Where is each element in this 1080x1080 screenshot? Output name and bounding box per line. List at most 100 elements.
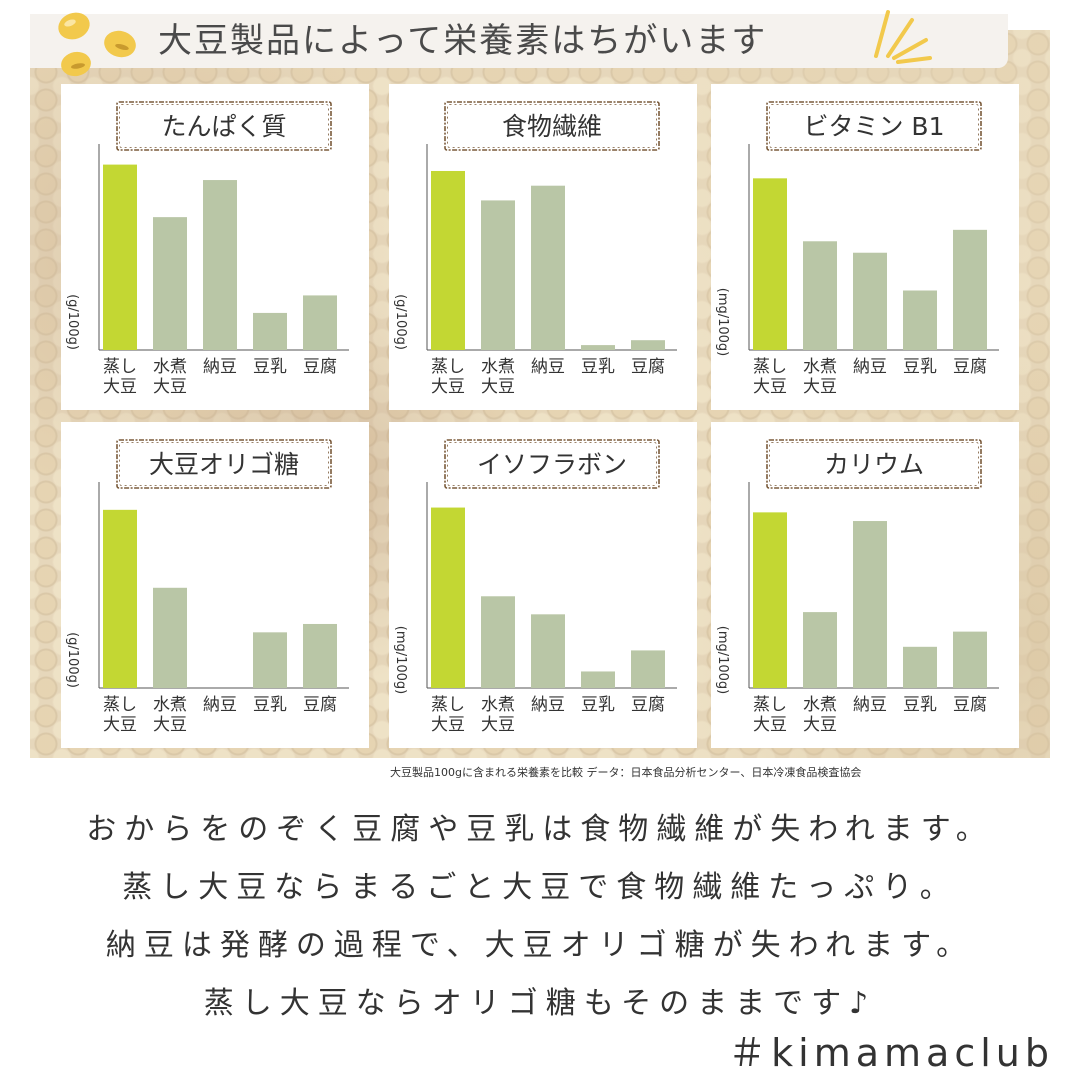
page-title: 大豆製品によって栄養素はちがいます (158, 21, 768, 61)
x-tick-label: 大豆 (803, 715, 837, 735)
x-tick-label: 納豆 (531, 695, 565, 715)
x-tick-label: 豆腐 (631, 695, 665, 715)
chart-panel-vitamin-b1: ビタミン B1 (mg/100g) 蒸し 大豆 水煮 大豆 納豆 豆乳 豆腐 (711, 84, 1019, 410)
x-tick-label: 豆乳 (903, 357, 937, 377)
x-tick-label: 蒸し (753, 695, 787, 715)
chart-title-frame (766, 439, 982, 489)
chart-panel-oligosaccharide: 大豆オリゴ糖 (g/100g) 蒸し 大豆 水煮 大豆 納豆 豆乳 豆腐 (61, 422, 369, 748)
y-axis-label: (mg/100g) (715, 626, 730, 695)
bar (303, 295, 337, 350)
body-line-1: おからをのぞく豆腐や豆乳は食物繊維が失われます。 (86, 812, 994, 847)
bar (431, 507, 465, 688)
body-line-3: 納豆は発酵の過程で、大豆オリゴ糖が失われます。 (105, 928, 975, 963)
x-tick-label: 蒸し (431, 357, 465, 377)
chart-title: 大豆オリゴ糖 (149, 450, 299, 479)
chart-title-frame (116, 101, 332, 151)
x-tick-label: 大豆 (153, 715, 187, 735)
body-line-4: 蒸し大豆ならオリゴ糖もそのままです♪ (203, 986, 877, 1021)
chart-title: たんぱく質 (161, 112, 286, 141)
x-tick-label: 豆腐 (631, 357, 665, 377)
chart-title: 食物繊維 (502, 112, 602, 141)
chart-title: イソフラボン (477, 450, 627, 479)
chart-panel-potassium: カリウム (mg/100g) 蒸し 大豆 水煮 大豆 納豆 豆乳 豆腐 (711, 422, 1019, 748)
x-tick-label: 豆腐 (303, 357, 337, 377)
y-axis-label: (g/100g) (65, 294, 80, 350)
x-tick-label: 水煮 (153, 695, 187, 715)
bar (581, 671, 615, 688)
bar (753, 512, 787, 688)
x-tick-label: 大豆 (153, 377, 187, 397)
x-tick-label: 納豆 (203, 695, 237, 715)
x-tick-label: 大豆 (103, 715, 137, 735)
chart-title: ビタミン B1 (803, 112, 944, 141)
bar (631, 340, 665, 350)
body-line-2: 蒸し大豆ならまるごと大豆で食物繊維たっぷり。 (122, 870, 958, 905)
x-tick-label: 豆乳 (581, 695, 615, 715)
bar (531, 614, 565, 688)
bar (753, 178, 787, 350)
bar (953, 229, 987, 350)
bar (803, 241, 837, 350)
x-tick-label: 豆乳 (253, 357, 287, 377)
x-tick-label: 豆乳 (581, 357, 615, 377)
bar (203, 180, 237, 350)
bar (903, 646, 937, 688)
x-tick-label: 大豆 (481, 377, 515, 397)
bar (253, 632, 287, 688)
bar (631, 650, 665, 688)
chart-title-frame (766, 101, 982, 151)
chart-title-frame (444, 101, 660, 151)
bar (303, 623, 337, 688)
soybeans-icon (58, 12, 136, 77)
hashtag: ＃kimamaclub (728, 1031, 1054, 1075)
x-tick-label: 蒸し (431, 695, 465, 715)
x-tick-label: 豆乳 (253, 695, 287, 715)
bar (903, 290, 937, 350)
x-tick-label: 豆腐 (303, 695, 337, 715)
y-axis-label: (mg/100g) (393, 626, 408, 695)
x-tick-label: 納豆 (853, 357, 887, 377)
x-tick-label: 納豆 (853, 695, 887, 715)
y-axis-label: (g/100g) (65, 632, 80, 688)
title-band (30, 14, 1008, 68)
y-axis-label: (g/100g) (393, 294, 408, 350)
chart-title-frame (444, 439, 660, 489)
bar (953, 631, 987, 688)
bar (103, 509, 137, 688)
x-tick-label: 大豆 (431, 715, 465, 735)
bar (253, 312, 287, 350)
x-tick-label: 水煮 (481, 357, 515, 377)
y-axis-label: (mg/100g) (715, 288, 730, 357)
x-tick-label: 大豆 (481, 715, 515, 735)
x-tick-label: 豆腐 (953, 357, 987, 377)
chart-panel-isoflavone: イソフラボン (mg/100g) 蒸し 大豆 水煮 大豆 納豆 豆乳 豆腐 (389, 422, 697, 748)
x-tick-label: 大豆 (803, 377, 837, 397)
bar (853, 521, 887, 688)
x-tick-label: 大豆 (431, 377, 465, 397)
chart-panel-fiber: 食物繊維 (g/100g) 蒸し 大豆 水煮 大豆 納豆 豆乳 豆腐 (389, 84, 697, 410)
bar (153, 217, 187, 350)
sparkle-icon (874, 10, 932, 64)
chart-title: カリウム (824, 450, 924, 479)
bar (531, 185, 565, 350)
x-tick-label: 水煮 (803, 357, 837, 377)
x-tick-label: 蒸し (103, 357, 137, 377)
x-tick-label: 納豆 (531, 357, 565, 377)
x-tick-label: 蒸し (103, 695, 137, 715)
x-tick-label: 大豆 (753, 377, 787, 397)
x-tick-label: 蒸し (753, 357, 787, 377)
x-tick-label: 納豆 (203, 357, 237, 377)
x-tick-label: 水煮 (153, 357, 187, 377)
x-tick-label: 大豆 (103, 377, 137, 397)
bar (153, 587, 187, 688)
chart-title-frame (116, 439, 332, 489)
bar (581, 345, 615, 350)
x-tick-label: 豆腐 (953, 695, 987, 715)
chart-panel-protein: たんぱく質 (g/100g) 蒸し 大豆 水煮 大豆 納豆 豆乳 豆腐 (61, 84, 369, 410)
x-tick-label: 水煮 (481, 695, 515, 715)
x-tick-label: 豆乳 (903, 695, 937, 715)
bar (481, 200, 515, 350)
bar (103, 164, 137, 350)
bar (803, 612, 837, 688)
bar (853, 252, 887, 350)
